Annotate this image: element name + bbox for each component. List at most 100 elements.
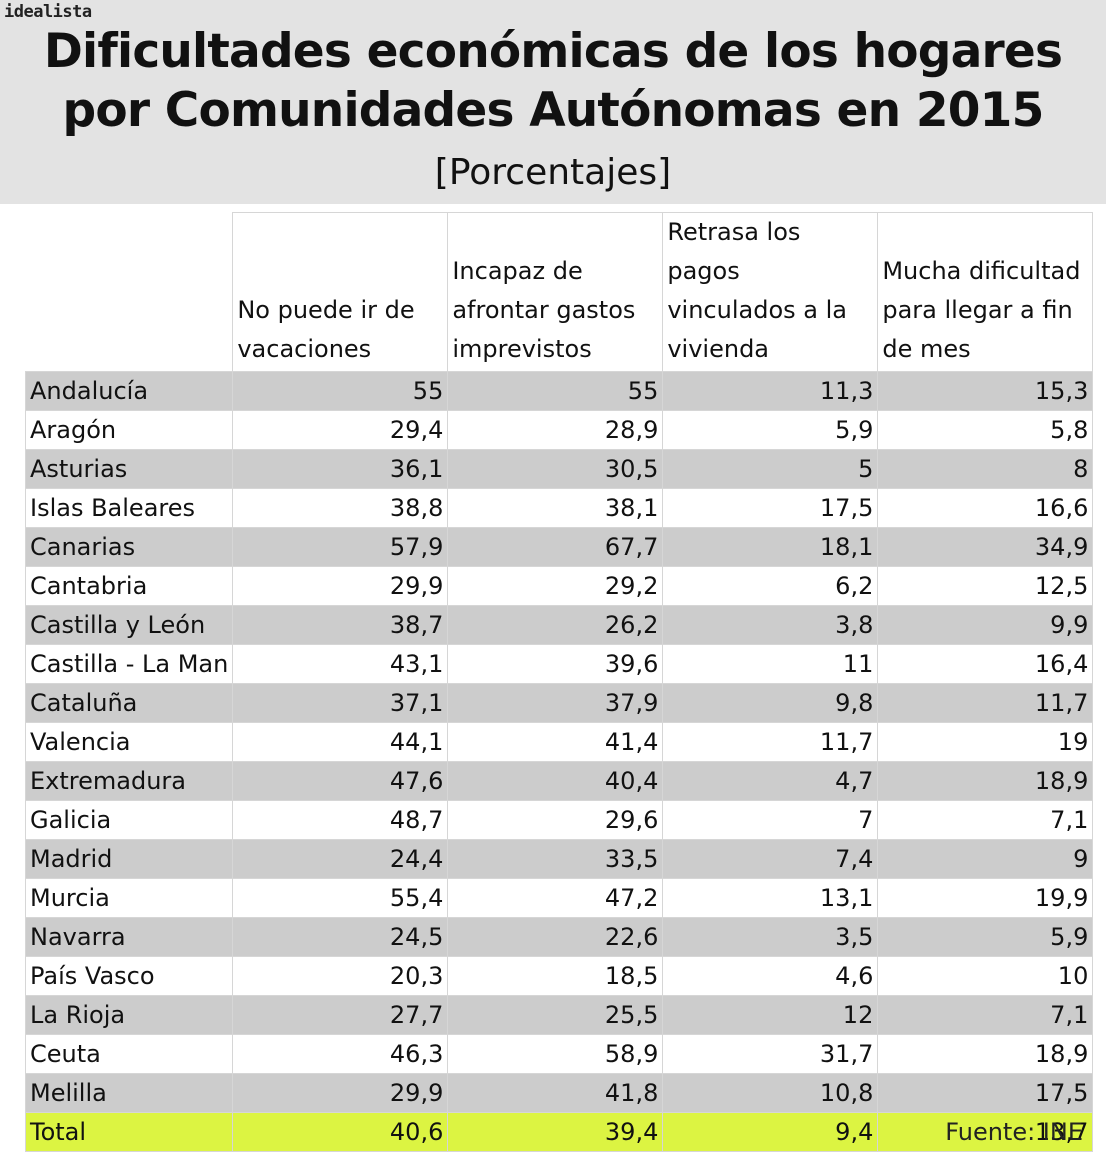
value-cell: 12 <box>662 995 879 1035</box>
value-cell: 13,1 <box>662 878 879 918</box>
title-line-1: Dificultades económicas de los hogares <box>43 24 1063 79</box>
table-row: Castilla y León 38,7 26,2 3,8 9,9 <box>24 605 1094 645</box>
value-cell: 19 <box>877 722 1094 762</box>
region-cell: Islas Baleares <box>24 488 234 528</box>
value-cell: 18,5 <box>447 956 664 996</box>
table-row: Castilla - La Man 43,1 39,6 11 16,4 <box>24 644 1094 684</box>
table-row: País Vasco 20,3 18,5 4,6 10 <box>24 956 1094 996</box>
value-cell: 29,6 <box>447 800 664 840</box>
region-cell: Andalucía <box>24 371 234 411</box>
value-cell: 46,3 <box>232 1034 449 1074</box>
value-cell: 7,1 <box>877 995 1094 1035</box>
value-cell: 38,8 <box>232 488 449 528</box>
value-cell: 11 <box>662 644 879 684</box>
table-row: Extremadura 47,6 40,4 4,7 18,9 <box>24 761 1094 801</box>
region-cell: Cataluña <box>24 683 234 723</box>
value-cell: 17,5 <box>662 488 879 528</box>
value-cell: 7,4 <box>662 839 879 879</box>
table-row: Melilla 29,9 41,8 10,8 17,5 <box>24 1073 1094 1113</box>
page-title: Dificultades económicas de los hogares p… <box>0 22 1106 140</box>
value-cell: 27,7 <box>232 995 449 1035</box>
region-cell: Aragón <box>24 410 234 450</box>
region-cell: Cantabria <box>24 566 234 606</box>
value-cell: 43,1 <box>232 644 449 684</box>
table-row: Galicia 48,7 29,6 7 7,1 <box>24 800 1094 840</box>
value-cell: 18,9 <box>877 761 1094 801</box>
value-cell: 30,5 <box>447 449 664 489</box>
value-cell: 16,6 <box>877 488 1094 528</box>
region-cell: Madrid <box>24 839 234 879</box>
value-cell: 25,5 <box>447 995 664 1035</box>
region-cell: Total <box>24 1112 234 1152</box>
value-cell: 57,9 <box>232 527 449 567</box>
value-cell: 39,4 <box>447 1112 664 1152</box>
value-cell: 29,2 <box>447 566 664 606</box>
value-cell: 11,7 <box>662 722 879 762</box>
value-cell: 44,1 <box>232 722 449 762</box>
value-cell: 15,3 <box>877 371 1094 411</box>
region-cell: Canarias <box>24 527 234 567</box>
value-cell: 9,8 <box>662 683 879 723</box>
table-row: Murcia 55,4 47,2 13,1 19,9 <box>24 878 1094 918</box>
value-cell: 29,4 <box>232 410 449 450</box>
value-cell: 10,8 <box>662 1073 879 1113</box>
source-note: Fuente: INE <box>945 1118 1083 1146</box>
table-row: Islas Baleares 38,8 38,1 17,5 16,6 <box>24 488 1094 528</box>
region-cell: Valencia <box>24 722 234 762</box>
header-banner: idealista Dificultades económicas de los… <box>0 0 1106 204</box>
value-cell: 5 <box>662 449 879 489</box>
value-cell: 47,6 <box>232 761 449 801</box>
value-cell: 67,7 <box>447 527 664 567</box>
value-cell: 24,4 <box>232 839 449 879</box>
value-cell: 16,4 <box>877 644 1094 684</box>
value-cell: 3,5 <box>662 917 879 957</box>
value-cell: 31,7 <box>662 1034 879 1074</box>
value-cell: 37,1 <box>232 683 449 723</box>
value-cell: 36,1 <box>232 449 449 489</box>
table-row: Cataluña 37,1 37,9 9,8 11,7 <box>24 683 1094 723</box>
column-header: Mucha dificultad para llegar a fin de me… <box>877 212 1094 372</box>
value-cell: 6,2 <box>662 566 879 606</box>
table-row: Ceuta 46,3 58,9 31,7 18,9 <box>24 1034 1094 1074</box>
value-cell: 19,9 <box>877 878 1094 918</box>
header-row: No puede ir de vacaciones Incapaz de afr… <box>26 212 1094 372</box>
region-cell: Castilla y León <box>24 605 234 645</box>
value-cell: 29,9 <box>232 1073 449 1113</box>
value-cell: 4,6 <box>662 956 879 996</box>
value-cell: 24,5 <box>232 917 449 957</box>
value-cell: 37,9 <box>447 683 664 723</box>
region-cell: Melilla <box>24 1073 234 1113</box>
table-row: Canarias 57,9 67,7 18,1 34,9 <box>24 527 1094 567</box>
value-cell: 4,7 <box>662 761 879 801</box>
value-cell: 41,8 <box>447 1073 664 1113</box>
region-cell: Ceuta <box>24 1034 234 1074</box>
brand-logo: idealista <box>4 2 92 22</box>
value-cell: 12,5 <box>877 566 1094 606</box>
table-row: Asturias 36,1 30,5 5 8 <box>24 449 1094 489</box>
region-cell: Murcia <box>24 878 234 918</box>
value-cell: 34,9 <box>877 527 1094 567</box>
corner-cell <box>26 213 233 372</box>
value-cell: 11,7 <box>877 683 1094 723</box>
value-cell: 38,7 <box>232 605 449 645</box>
region-cell: Extremadura <box>24 761 234 801</box>
value-cell: 39,6 <box>447 644 664 684</box>
value-cell: 55 <box>232 371 449 411</box>
region-cell: Castilla - La Man <box>24 644 234 684</box>
table-row: Aragón 29,4 28,9 5,9 5,8 <box>24 410 1094 450</box>
column-header: Incapaz de afrontar gastos imprevistos <box>447 212 664 372</box>
value-cell: 9,9 <box>877 605 1094 645</box>
value-cell: 9,4 <box>662 1112 879 1152</box>
value-cell: 5,9 <box>877 917 1094 957</box>
region-cell: País Vasco <box>24 956 234 996</box>
table-row: Cantabria 29,9 29,2 6,2 12,5 <box>24 566 1094 606</box>
column-header: Retrasa los pagos vinculados a la vivien… <box>662 212 879 372</box>
title-line-2: por Comunidades Autónomas en 2015 <box>62 83 1045 138</box>
data-table: No puede ir de vacaciones Incapaz de afr… <box>24 212 1094 1152</box>
region-cell: La Rioja <box>24 995 234 1035</box>
value-cell: 5,8 <box>877 410 1094 450</box>
region-cell: Navarra <box>24 917 234 957</box>
value-cell: 7 <box>662 800 879 840</box>
value-cell: 38,1 <box>447 488 664 528</box>
value-cell: 26,2 <box>447 605 664 645</box>
